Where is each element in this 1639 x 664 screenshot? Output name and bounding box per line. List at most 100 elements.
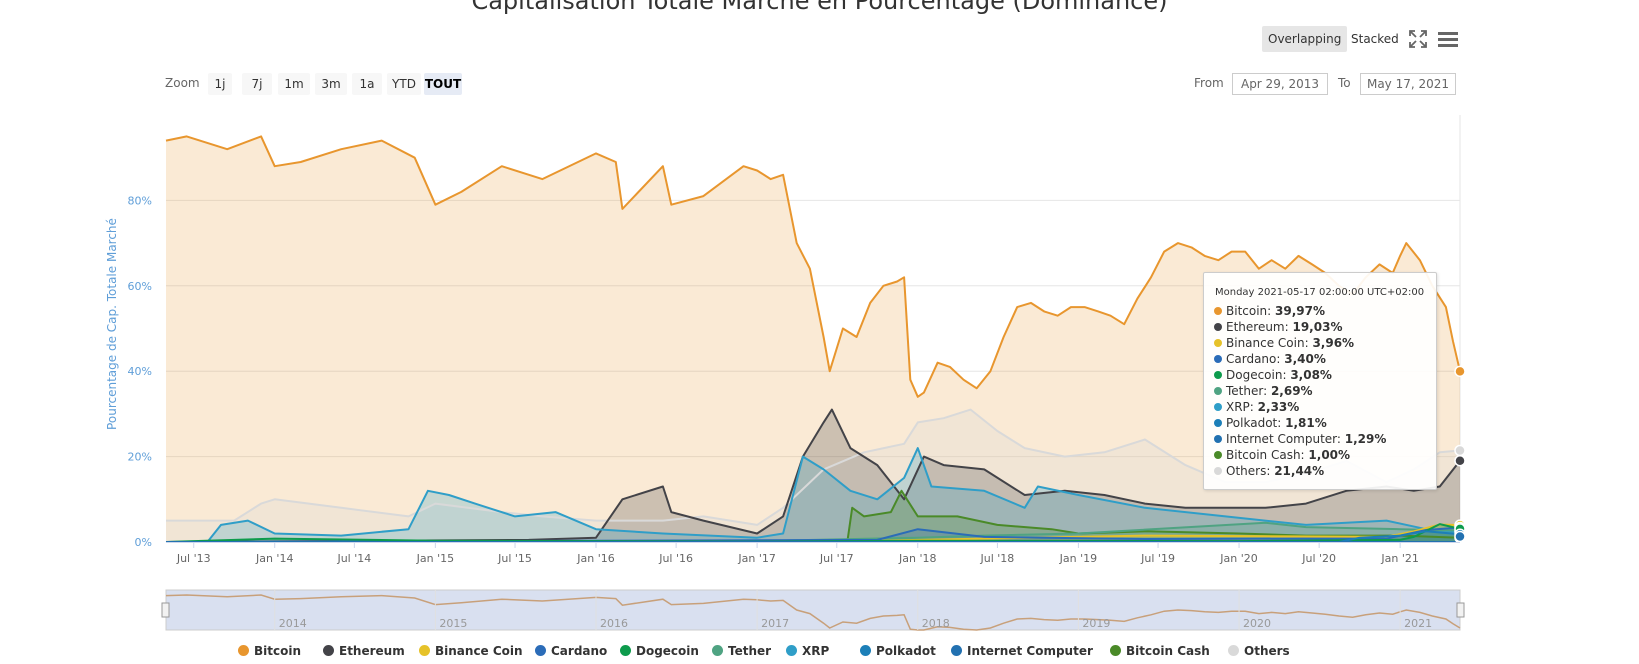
series-markers — [1454, 365, 1466, 544]
fullscreen-icon[interactable] — [1406, 27, 1430, 51]
tooltip-series-value: 2,69% — [1270, 384, 1313, 398]
from-date-input[interactable]: Apr 29, 2013 — [1232, 73, 1328, 95]
tooltip-row: Tether: 2,69% — [1214, 383, 1313, 399]
legend-label: Tether — [728, 644, 772, 658]
marker-internet-computer — [1454, 530, 1466, 543]
legend-item-bitcoin[interactable]: Bitcoin — [238, 644, 301, 658]
legend-label: Others — [1244, 644, 1290, 658]
area-bitcoin — [166, 136, 1460, 542]
series-color-dot — [1214, 339, 1222, 347]
legend-item-ethereum[interactable]: Ethereum — [323, 644, 405, 658]
x-tick-label: Jan '19 — [1059, 552, 1097, 565]
x-tick-label: Jul '16 — [658, 552, 693, 565]
zoom-1j-button[interactable]: 1j — [208, 73, 232, 95]
navigator-label: 2017 — [761, 617, 789, 630]
navigator[interactable]: 2014 2015 2016 2017 2018 2019 2020 2021 — [161, 589, 1465, 631]
tooltip-row: Internet Computer: 1,29% — [1214, 431, 1386, 447]
legend-item-internet-computer[interactable]: Internet Computer — [951, 644, 1093, 658]
y-axis-label: Pourcentage de Cap. Totale Marché — [105, 218, 119, 430]
zoom-all-button[interactable]: TOUT — [424, 73, 462, 95]
dominance-chart: 0% 20% 40% 60% 80% Jul '13 Jan '14 Jul '14 Jan … — [105, 115, 1466, 631]
zoom-1m-button[interactable]: 1m — [278, 73, 310, 95]
zoom-1a-button[interactable]: 1a — [352, 73, 382, 95]
navigator-label: 2020 — [1243, 617, 1271, 630]
tooltip-row: Ethereum: 19,03% — [1214, 319, 1342, 335]
hamburger-menu-icon[interactable] — [1436, 27, 1460, 51]
navigator-right-handle[interactable] — [1456, 602, 1465, 618]
x-axis: Jul '13 Jan '14 Jul '14 Jan '15 Jul '15 Jan '… — [166, 542, 1460, 565]
tooltip-series-name: XRP: — [1226, 400, 1258, 414]
line-bitcoin-cash — [166, 489, 1461, 543]
x-tick-label: Jan '16 — [576, 552, 614, 565]
overlapping-mode-button[interactable]: Overlapping — [1262, 26, 1348, 52]
x-tick-label: Jul '18 — [980, 552, 1015, 565]
tooltip-series-name: Cardano: — [1226, 352, 1285, 366]
legend-item-bitcoin-cash[interactable]: Bitcoin Cash — [1110, 644, 1210, 658]
navigator-label: 2016 — [600, 617, 628, 630]
tooltip-series-value: 1,81% — [1285, 416, 1327, 430]
legend-symbol — [620, 645, 631, 656]
x-tick-label: Jul '13 — [176, 552, 211, 565]
legend-item-polkadot[interactable]: Polkadot — [860, 644, 936, 658]
legend-symbol — [1228, 645, 1239, 656]
navigator-label: 2018 — [922, 617, 950, 630]
tooltip-row: Binance Coin: 3,96% — [1214, 335, 1354, 351]
stacked-mode-button[interactable]: Stacked — [1351, 32, 1399, 46]
tooltip-series-name: Polkadot: — [1226, 416, 1286, 430]
series-color-dot — [1214, 355, 1222, 363]
tooltip-series-value: 3,08% — [1290, 368, 1332, 382]
series-color-dot — [1214, 435, 1222, 443]
navigator-label: 2015 — [439, 617, 467, 630]
area-tether — [166, 522, 1460, 542]
legend-symbol — [535, 645, 546, 656]
y-tick-label: 20% — [128, 451, 152, 464]
tooltip-series-name: Binance Coin: — [1226, 336, 1313, 350]
zoom-3m-button[interactable]: 3m — [315, 73, 347, 95]
zoom-ytd-button[interactable]: YTD — [387, 73, 421, 95]
tooltip-series-name: Ethereum: — [1226, 320, 1293, 334]
tooltip-header: Monday 2021-05-17 02:00:00 UTC+02:00 — [1215, 287, 1425, 298]
tooltip-series-value: 19,03% — [1292, 320, 1343, 334]
legend-label: XRP — [802, 644, 830, 658]
legend-item-cardano[interactable]: Cardano — [535, 644, 607, 658]
x-tick-label: Jul '19 — [1140, 552, 1175, 565]
series-color-dot — [1214, 467, 1222, 475]
legend-item-others[interactable]: Others — [1228, 644, 1290, 658]
legend-label: Ethereum — [339, 644, 405, 658]
x-tick-label: Jul '20 — [1301, 552, 1336, 565]
tooltip-series-name: Bitcoin: — [1226, 304, 1276, 318]
navigator-left-handle[interactable] — [161, 602, 170, 618]
x-tick-label: Jul '17 — [819, 552, 854, 565]
tooltip-row: XRP: 2,33% — [1214, 399, 1299, 415]
legend-symbol — [860, 645, 871, 656]
legend-item-tether[interactable]: Tether — [712, 644, 771, 658]
zoom-7j-button[interactable]: 7j — [242, 73, 272, 95]
navigator-mask — [165, 589, 1461, 631]
to-date-input[interactable]: May 17, 2021 — [1360, 73, 1456, 95]
legend-item-xrp[interactable]: XRP — [786, 644, 829, 658]
y-tick-label: 40% — [128, 365, 152, 378]
navigator-label: 2014 — [279, 617, 307, 630]
legend-label: Bitcoin — [254, 644, 302, 658]
tooltip-series-name: Dogecoin: — [1226, 368, 1291, 382]
tooltip-series-name: Others: — [1226, 464, 1275, 478]
series-color-dot — [1214, 387, 1222, 395]
legend-symbol — [238, 645, 249, 656]
series-color-dot — [1214, 323, 1222, 331]
tooltip-series-value: 3,40% — [1284, 352, 1326, 366]
legend-symbol — [951, 645, 962, 656]
series-color-dot — [1214, 307, 1222, 315]
area-xrp — [166, 448, 1460, 542]
legend-symbol — [1110, 645, 1121, 656]
legend-label: Polkadot — [876, 644, 936, 658]
tooltip-series-name: Bitcoin Cash: — [1226, 448, 1309, 462]
series-color-dot — [1214, 451, 1222, 459]
y-axis: 0% 20% 40% 60% 80% — [128, 194, 152, 549]
legend-label: Bitcoin Cash — [1126, 644, 1210, 658]
series-color-dot — [1214, 403, 1222, 411]
legend-item-dogecoin[interactable]: Dogecoin — [620, 644, 699, 658]
legend-item-binance-coin[interactable]: Binance Coin — [419, 644, 523, 658]
legend-label: Binance Coin — [435, 644, 523, 658]
area-ethereum — [166, 409, 1460, 542]
marker-ethereum — [1454, 454, 1466, 467]
